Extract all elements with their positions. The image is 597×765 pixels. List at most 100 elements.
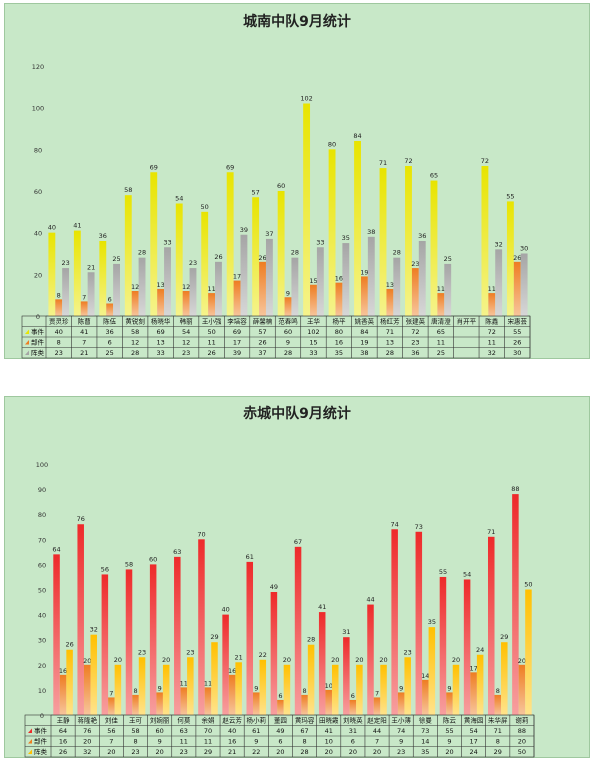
table-value: 29 xyxy=(204,748,212,756)
table-value: 20 xyxy=(518,738,526,746)
table-value: 16 xyxy=(228,738,236,746)
legend-label: 阵类 xyxy=(34,747,48,756)
bar-阵类 xyxy=(495,249,503,316)
y-tick-label: 40 xyxy=(38,612,46,620)
bar-阵类 xyxy=(291,257,299,316)
bar-事件 xyxy=(174,556,181,715)
table-value: 17 xyxy=(233,339,241,347)
table-value: 17 xyxy=(469,738,477,746)
data-label: 61 xyxy=(246,553,254,561)
y-tick-label: 100 xyxy=(32,105,44,113)
bar-部件 xyxy=(132,694,139,715)
table-value: 64 xyxy=(59,727,67,735)
y-tick-label: 80 xyxy=(34,146,42,154)
table-value: 33 xyxy=(309,349,317,357)
data-label: 11 xyxy=(437,285,445,293)
data-label: 12 xyxy=(131,283,139,291)
data-label: 84 xyxy=(353,132,361,140)
bar-部件 xyxy=(182,291,190,316)
data-label: 15 xyxy=(309,277,317,285)
bar-事件 xyxy=(415,531,423,715)
bar-部件 xyxy=(277,699,284,715)
table-value: 31 xyxy=(349,727,357,735)
data-label: 10 xyxy=(325,682,333,690)
data-label: 23 xyxy=(138,648,146,656)
data-label: 26 xyxy=(65,641,73,649)
table-value: 19 xyxy=(360,339,368,347)
category-label: 范春鸣 xyxy=(278,317,298,326)
data-label: 73 xyxy=(415,523,423,531)
table-value: 20 xyxy=(156,748,164,756)
data-label: 14 xyxy=(421,672,429,680)
bar-事件 xyxy=(246,561,254,715)
table-value: 80 xyxy=(335,328,343,336)
table-value: 9 xyxy=(254,738,258,746)
legend-label: 部件 xyxy=(34,737,48,746)
data-label: 7 xyxy=(375,689,379,697)
data-label: 35 xyxy=(342,234,350,242)
table-value: 28 xyxy=(284,349,292,357)
bar-部件 xyxy=(437,293,445,316)
bar-阵类 xyxy=(444,263,452,316)
chart-title: 赤城中队9月统计 xyxy=(243,406,351,422)
category-label: 宋惠芸 xyxy=(508,317,528,326)
data-label: 23 xyxy=(186,648,194,656)
data-label: 26 xyxy=(258,254,266,262)
table-value: 49 xyxy=(276,727,284,735)
bar-阵类 xyxy=(316,247,324,316)
table-value: 40 xyxy=(228,727,236,735)
chart-title: 城南中队9月统计 xyxy=(243,14,351,30)
bar-事件 xyxy=(318,612,326,715)
bar-阵类 xyxy=(66,649,73,715)
data-label: 58 xyxy=(125,560,133,568)
table-value: 7 xyxy=(375,738,379,746)
category-label: 陈曹 xyxy=(78,317,92,326)
data-label: 17 xyxy=(469,664,477,672)
bar-部件 xyxy=(55,299,63,316)
table-value: 73 xyxy=(421,727,429,735)
table-value: 6 xyxy=(351,738,355,746)
table-value: 20 xyxy=(276,748,284,756)
bar-阵类 xyxy=(138,657,146,715)
table-value: 20 xyxy=(445,748,453,756)
table-value: 58 xyxy=(131,727,139,735)
data-label: 21 xyxy=(235,653,243,661)
table-value: 84 xyxy=(360,328,368,336)
data-label: 71 xyxy=(487,528,495,536)
data-label: 17 xyxy=(233,273,241,281)
category-label: 王静 xyxy=(57,716,71,725)
y-tick-label: 30 xyxy=(38,637,46,645)
y-tick-label: 10 xyxy=(38,687,46,695)
category-label: 赵云芳 xyxy=(222,716,242,725)
data-label: 33 xyxy=(316,238,324,246)
y-tick-label: 20 xyxy=(38,662,46,670)
bar-阵类 xyxy=(393,257,401,316)
table-value: 72 xyxy=(411,328,419,336)
data-label: 16 xyxy=(228,667,236,675)
category-label: 韩丽 xyxy=(180,317,194,326)
table-value: 11 xyxy=(204,738,212,746)
table-value: 11 xyxy=(180,738,188,746)
table-value: 11 xyxy=(437,339,445,347)
table-value: 55 xyxy=(513,328,521,336)
category-label: 张建英 xyxy=(406,317,426,326)
bar-阵类 xyxy=(452,664,460,715)
bar-部件 xyxy=(156,692,163,715)
data-label: 36 xyxy=(418,232,426,240)
data-label: 8 xyxy=(496,687,500,695)
data-label: 20 xyxy=(331,656,339,664)
y-tick-label: 60 xyxy=(38,561,46,569)
data-label: 23 xyxy=(404,648,412,656)
bar-阵类 xyxy=(418,241,426,316)
bar-部件 xyxy=(208,293,216,316)
table-value: 35 xyxy=(421,748,429,756)
chart-chicheng: 0102030405060708090100647656586063704061… xyxy=(24,461,535,758)
y-tick-label: 0 xyxy=(36,313,40,321)
bar-阵类 xyxy=(164,247,171,316)
data-label: 6 xyxy=(351,692,355,700)
data-label: 20 xyxy=(83,657,91,665)
table-value: 25 xyxy=(437,349,445,357)
data-label: 9 xyxy=(447,684,451,692)
table-value: 71 xyxy=(494,727,502,735)
